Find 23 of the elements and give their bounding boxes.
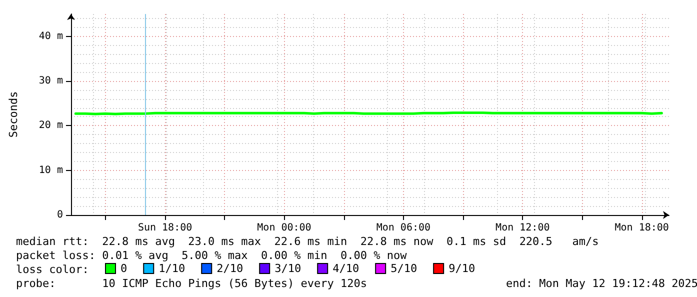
text: probe: 10 ICMP Echo Pings (56 Bytes) every 120s — [16, 277, 367, 290]
x-tick-label: Mon 12:00 — [496, 222, 550, 234]
text: packet loss: 0.01 % avg 5.00 % max 0.00 % min 0.00 % now — [16, 249, 407, 262]
y-tick-label: 0 — [56, 210, 63, 220]
x-tick-label: Sun 18:00 — [138, 222, 192, 234]
x-tick-label: Mon 18:00 — [614, 222, 669, 234]
y-tick-label: 20 m — [38, 120, 63, 132]
text: loss color: — [16, 263, 89, 276]
text: median rtt: 22.8 ms avg 23.0 ms max 22.6 ms min 22.8 ms now 0.1 ms sd 220.5 am/s — [16, 235, 599, 248]
legend-label: 1/10 — [158, 262, 186, 275]
x-tick-label: Mon 06:00 — [376, 222, 431, 234]
y-axis-title: Seconds — [7, 91, 20, 138]
text: end: Mon May 12 19:12:48 2025 — [506, 277, 697, 290]
legend-label: 4/10 — [332, 262, 360, 275]
legend-label: 3/10 — [274, 262, 302, 275]
legend-label: 0 — [120, 262, 128, 275]
y-tick-label: 40 m — [38, 30, 63, 42]
legend-label: 2/10 — [216, 262, 244, 275]
y-tick-label: 10 m — [38, 164, 63, 176]
y-tick-label: 30 m — [38, 76, 63, 86]
legend-label: 9/10 — [448, 262, 476, 275]
legend-label: 5/10 — [390, 262, 418, 275]
x-tick-label: Mon 00:00 — [257, 222, 312, 234]
